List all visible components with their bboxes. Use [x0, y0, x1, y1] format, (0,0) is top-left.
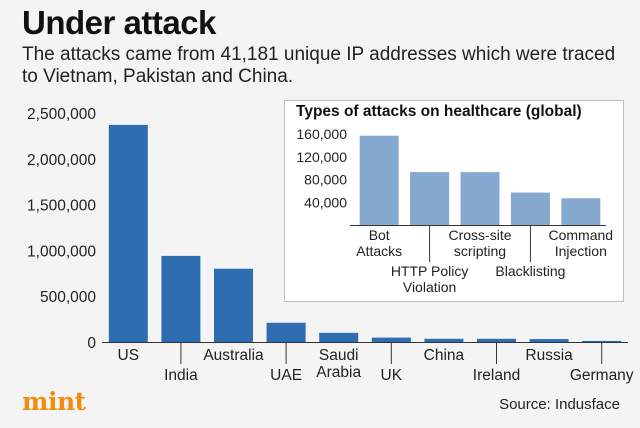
chart-subtitle: The attacks came from 41,181 unique IP a… [22, 44, 616, 87]
inset-chart-title: Types of attacks on healthcare (global) [296, 103, 582, 120]
bar-ireland [477, 338, 516, 342]
bar-china [424, 338, 464, 342]
x-tick-label-china: China [424, 347, 465, 364]
inset-bar-cross-site-scripting [460, 172, 500, 225]
bar-saudi-arabia [319, 332, 359, 342]
y-tick-label-0: 0 [87, 335, 96, 352]
x-tick-label-us: US [118, 347, 140, 364]
inset-bar-command-injection [561, 198, 601, 225]
inset-bar-blacklisting [510, 192, 550, 225]
y-tick-label-2-500-000: 2,500,000 [27, 106, 96, 123]
inset-x-tick-label-command-injection: Command Injection [549, 227, 614, 259]
inset-x-tick-label-blacklisting: Blacklisting [495, 263, 565, 279]
y-tick-label-1-000-000: 1,000,000 [27, 243, 96, 260]
y-tick-label-1-500-000: 1,500,000 [27, 198, 96, 215]
x-tick-label-ireland: Ireland [473, 367, 520, 384]
x-tick-label-russia: Russia [525, 347, 573, 364]
x-tick-label-saudi-arabia: Saudi Arabia [316, 347, 361, 381]
x-tick-label-india: India [164, 367, 198, 384]
x-tick-label-uae: UAE [270, 367, 302, 384]
bar-us [108, 124, 148, 343]
inset-x-tick-label-bot-attacks: Bot Attacks [356, 227, 402, 259]
mint-logo: mint [22, 387, 86, 416]
bar-germany [582, 340, 622, 342]
inset-x-tick-label-cross-site-scripting: Cross-site scripting [448, 227, 511, 259]
x-tick-label-germany: Germany [570, 367, 634, 384]
inset-y-tick-label-120-000: 120,000 [296, 149, 347, 165]
bar-australia [214, 268, 253, 342]
bar-uae [266, 322, 306, 342]
y-tick-label-2-000-000: 2,000,000 [27, 152, 96, 169]
y-tick-label-500-000: 500,000 [40, 289, 96, 306]
chart-title: Under attack [22, 4, 216, 41]
bar-uk [371, 337, 411, 342]
bar-india [161, 255, 201, 342]
bar-russia [529, 339, 569, 342]
inset-bar-http-policy-violation [410, 172, 450, 225]
inset-x-tick-label-http-policy-violation: HTTP Policy Violation [391, 263, 469, 295]
x-tick-label-australia: Australia [203, 347, 264, 364]
source-note: Source: Indusface [499, 396, 620, 413]
inset-bar-bot-attacks [359, 135, 399, 225]
x-tick-label-uk: UK [381, 367, 403, 384]
inset-y-tick-label-80-000: 80,000 [304, 172, 347, 188]
inset-y-tick-label-160-000: 160,000 [296, 126, 347, 142]
inset-y-tick-label-40-000: 40,000 [304, 194, 347, 210]
